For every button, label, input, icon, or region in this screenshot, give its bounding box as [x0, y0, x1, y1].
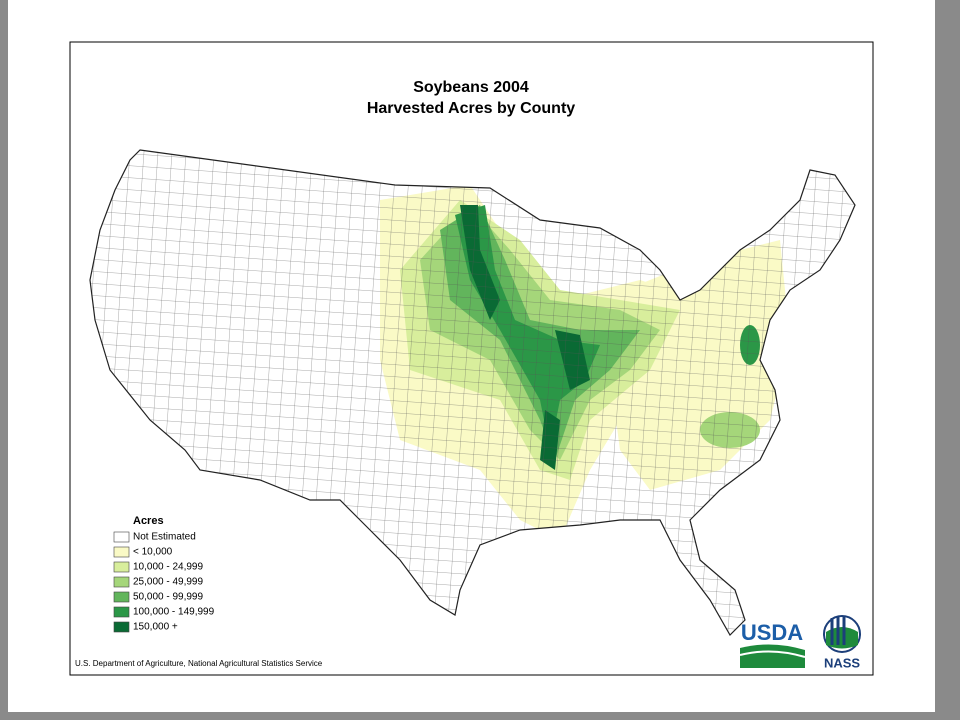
nass-logo: NASS	[823, 615, 861, 670]
legend-label: < 10,000	[133, 547, 173, 558]
legend-label: Not Estimated	[133, 532, 196, 543]
legend-label: 150,000 +	[133, 622, 178, 633]
usda-field	[740, 644, 805, 668]
legend-label: 25,000 - 49,999	[133, 577, 203, 588]
nass-text: NASS	[824, 655, 860, 670]
map-title: Soybeans 2004	[413, 79, 529, 96]
usda-text: USDA	[741, 620, 803, 645]
legend-swatch	[113, 561, 130, 573]
legend-swatch	[113, 546, 130, 558]
legend-swatch	[113, 606, 130, 618]
legend-label: 100,000 - 149,999	[133, 607, 215, 618]
legend-swatch	[113, 531, 130, 543]
legend-label: 10,000 - 24,999	[133, 562, 203, 573]
legend-swatch	[113, 576, 130, 588]
legend: Not Estimated < 10,000 10,000 - 24,999 25,0…	[113, 531, 215, 633]
legend-swatch	[113, 591, 130, 603]
legend-title: Acres	[133, 515, 164, 527]
footer: U.S. Department of Agriculture, National…	[75, 659, 323, 668]
map-subtitle: Harvested Acres by County	[367, 100, 575, 117]
legend-label: 50,000 - 99,999	[133, 592, 203, 603]
usda-logo: USDA	[739, 620, 806, 668]
legend-swatch	[113, 621, 130, 633]
